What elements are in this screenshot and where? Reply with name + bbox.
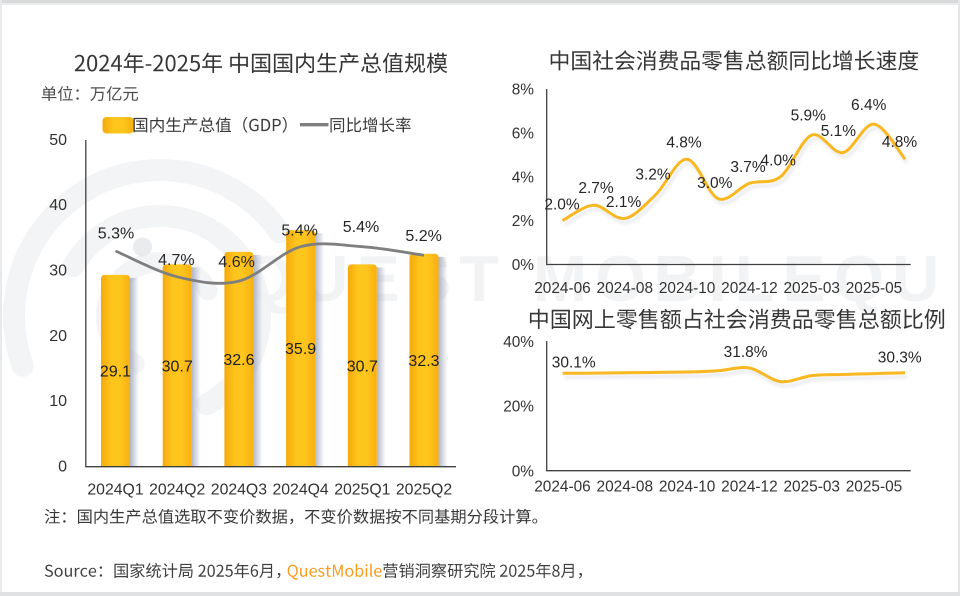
svg-text:2024-06: 2024-06 xyxy=(534,479,590,496)
svg-text:5.1%: 5.1% xyxy=(821,123,857,140)
svg-text:4.0%: 4.0% xyxy=(761,153,797,170)
svg-text:2024-12: 2024-12 xyxy=(721,479,777,496)
svg-text:5.2%: 5.2% xyxy=(405,228,441,245)
svg-text:40: 40 xyxy=(49,197,67,214)
svg-text:2024Q4: 2024Q4 xyxy=(272,482,328,499)
svg-text:5.9%: 5.9% xyxy=(791,108,827,125)
svg-text:2024-08: 2024-08 xyxy=(597,479,653,496)
svg-text:2025Q1: 2025Q1 xyxy=(334,482,390,499)
svg-text:0: 0 xyxy=(58,458,67,475)
svg-text:4.7%: 4.7% xyxy=(158,252,194,269)
svg-text:0%: 0% xyxy=(512,463,535,480)
svg-text:2025-03: 2025-03 xyxy=(783,280,839,297)
svg-text:35.9: 35.9 xyxy=(285,341,316,358)
svg-text:50: 50 xyxy=(49,132,67,149)
svg-text:4%: 4% xyxy=(512,169,535,186)
svg-text:3.7%: 3.7% xyxy=(730,159,766,176)
svg-text:6%: 6% xyxy=(512,126,535,143)
svg-text:2024-08: 2024-08 xyxy=(597,280,653,297)
svg-text:8%: 8% xyxy=(512,82,535,99)
svg-text:2025Q2: 2025Q2 xyxy=(396,482,452,499)
svg-text:5.4%: 5.4% xyxy=(281,222,317,239)
svg-text:2.1%: 2.1% xyxy=(606,194,642,211)
svg-text:32.6: 32.6 xyxy=(223,352,254,369)
svg-text:2024-12: 2024-12 xyxy=(721,280,777,297)
svg-text:10: 10 xyxy=(49,393,67,410)
svg-text:2.0%: 2.0% xyxy=(544,197,580,214)
svg-text:30.7: 30.7 xyxy=(347,358,378,375)
svg-text:30: 30 xyxy=(49,263,67,280)
svg-text:2025-05: 2025-05 xyxy=(846,479,902,496)
svg-text:2025-05: 2025-05 xyxy=(846,280,902,297)
svg-text:2024Q2: 2024Q2 xyxy=(149,482,205,499)
svg-text:2024-06: 2024-06 xyxy=(534,280,590,297)
svg-text:2024-10: 2024-10 xyxy=(659,479,715,496)
svg-text:20: 20 xyxy=(49,328,67,345)
svg-text:5.4%: 5.4% xyxy=(343,219,379,236)
svg-text:4.6%: 4.6% xyxy=(218,254,254,271)
svg-text:5.3%: 5.3% xyxy=(98,225,134,242)
svg-text:6.4%: 6.4% xyxy=(851,97,887,114)
svg-text:2.7%: 2.7% xyxy=(578,180,614,197)
svg-text:30.3%: 30.3% xyxy=(878,349,922,366)
svg-text:3.0%: 3.0% xyxy=(697,175,733,192)
svg-text:20%: 20% xyxy=(503,399,534,416)
svg-text:0%: 0% xyxy=(512,257,535,274)
svg-text:30.1%: 30.1% xyxy=(552,355,596,372)
svg-text:2024Q3: 2024Q3 xyxy=(211,482,267,499)
svg-text:32.3: 32.3 xyxy=(408,353,439,370)
svg-text:4.8%: 4.8% xyxy=(882,134,918,151)
svg-text:2025-03: 2025-03 xyxy=(783,479,839,496)
svg-text:40%: 40% xyxy=(503,334,534,351)
svg-text:2024Q1: 2024Q1 xyxy=(87,482,143,499)
svg-text:29.1: 29.1 xyxy=(100,364,131,381)
svg-text:31.8%: 31.8% xyxy=(724,344,768,361)
svg-text:30.7: 30.7 xyxy=(162,358,193,375)
svg-text:2024-10: 2024-10 xyxy=(659,280,715,297)
svg-text:3.2%: 3.2% xyxy=(635,167,671,184)
svg-text:4.8%: 4.8% xyxy=(666,134,702,151)
svg-text:2%: 2% xyxy=(512,213,535,230)
